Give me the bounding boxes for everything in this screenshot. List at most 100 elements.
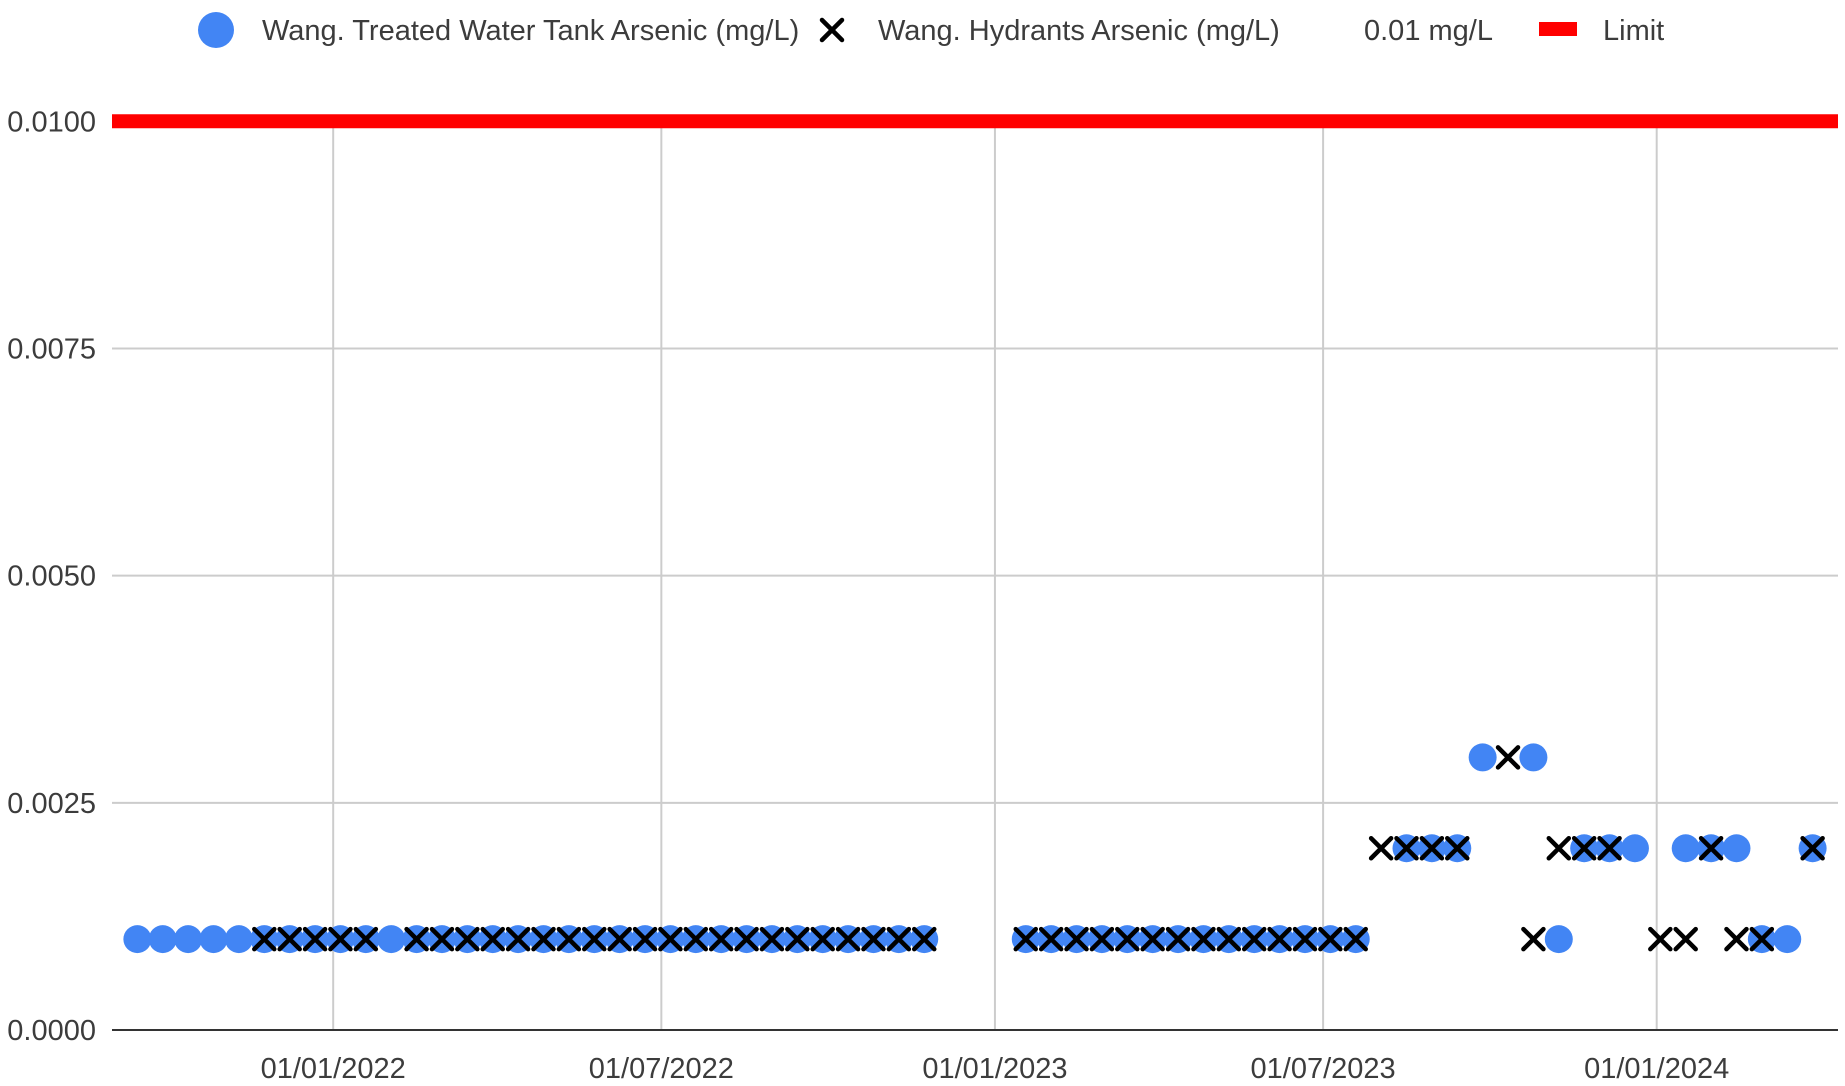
legend: Wang. Treated Water Tank Arsenic (mg/L) W… [198,12,1664,48]
data-point-x [302,926,328,952]
legend-label-treated-water: Wang. Treated Water Tank Arsenic (mg/L) [262,15,799,47]
data-point-x [353,926,379,952]
data-point-x [1115,926,1140,952]
legend-circle-marker [198,12,234,48]
x-stroke [1038,926,1064,952]
x-stroke [1800,836,1825,861]
data-point-circle [1620,834,1649,863]
x-stroke [819,17,845,43]
data-point-x [1445,836,1470,861]
data-point-x [1597,836,1622,861]
x-stroke [1191,926,1216,952]
grid [112,120,1838,1030]
x-stroke [1267,926,1292,952]
data-point-x [556,926,582,952]
data-point-x [1089,926,1115,952]
data-point-x [1267,926,1292,952]
data-point-circle [377,925,406,954]
x-stroke [1241,926,1267,952]
x-stroke [1698,836,1724,861]
legend-x-marker [819,17,845,43]
x-stroke [1165,926,1191,952]
x-stroke [353,926,379,952]
x-stroke [582,926,607,952]
x-stroke [1648,926,1673,952]
data-point-x [531,926,556,952]
data-point-x [404,926,429,952]
data-point-circle [199,925,228,954]
x-stroke [1064,926,1089,952]
x-stroke [1419,836,1445,861]
x-stroke [1571,836,1597,861]
x-stroke [455,926,480,952]
x-stroke [810,926,835,952]
data-point-x [1292,926,1318,952]
y-tick-label: 0.0075 [7,333,96,365]
data-point-x [1749,926,1775,952]
data-point-x [1673,926,1698,952]
y-tick-label: 0.0050 [7,561,96,593]
x-stroke [1343,926,1368,952]
x-stroke [1394,836,1419,861]
x-tick-label: 01/01/2022 [261,1053,406,1085]
x-stroke [759,926,785,952]
x-stroke [632,926,658,952]
legend-label-limit: Limit [1603,15,1664,47]
x-stroke [429,926,455,952]
data-point-circle [1671,834,1700,863]
x-stroke [556,926,582,952]
data-point-x [252,926,277,952]
data-point-x [1318,926,1343,952]
data-point-x [835,926,861,952]
data-point-x [1191,926,1216,952]
data-point-x [1343,926,1368,952]
data-point-x [1571,836,1597,861]
data-point-x [1724,926,1749,952]
x-stroke [886,926,912,952]
data-point-circle [1722,834,1751,863]
data-point-circle [1519,743,1548,772]
data-point-x [455,926,480,952]
data-point-x [277,926,302,952]
data-point-x [1241,926,1267,952]
x-stroke [404,926,429,952]
x-stroke [911,926,937,952]
x-stroke [1724,926,1749,952]
data-point-x [810,926,835,952]
data-point-circle [1773,925,1802,954]
data-point-x [1216,926,1242,952]
data-point-x [658,926,683,952]
x-stroke [1292,926,1318,952]
x-stroke [1140,926,1165,952]
data-point-x [1419,836,1445,861]
x-tick-label: 01/01/2024 [1584,1053,1729,1085]
data-point-x [1394,836,1419,861]
x-stroke [302,926,328,952]
x-stroke [1495,745,1521,770]
data-point-x [429,926,455,952]
data-point-x [607,926,632,952]
data-point-x [582,926,607,952]
x-stroke [1115,926,1140,952]
data-point-x [734,926,759,952]
x-stroke [683,926,709,952]
y-tick-label: 0.0000 [7,1015,96,1047]
legend-limit-marker [1539,22,1577,36]
y-tick-label: 0.0025 [7,788,96,820]
data-point-circle [1544,925,1573,954]
data-point-x [683,926,709,952]
data-point-x [1165,926,1191,952]
x-stroke [1445,836,1470,861]
x-stroke [1013,926,1039,952]
x-tick-label: 01/07/2022 [589,1053,734,1085]
data-point-circle [224,925,253,954]
data-point-x [1800,836,1825,861]
data-point-x [328,926,353,952]
data-point-x [1064,926,1089,952]
data-point-x [1038,926,1064,952]
hydrants-series [252,745,1825,952]
data-point-x [1648,926,1673,952]
x-stroke [505,926,531,952]
x-stroke [480,926,505,952]
